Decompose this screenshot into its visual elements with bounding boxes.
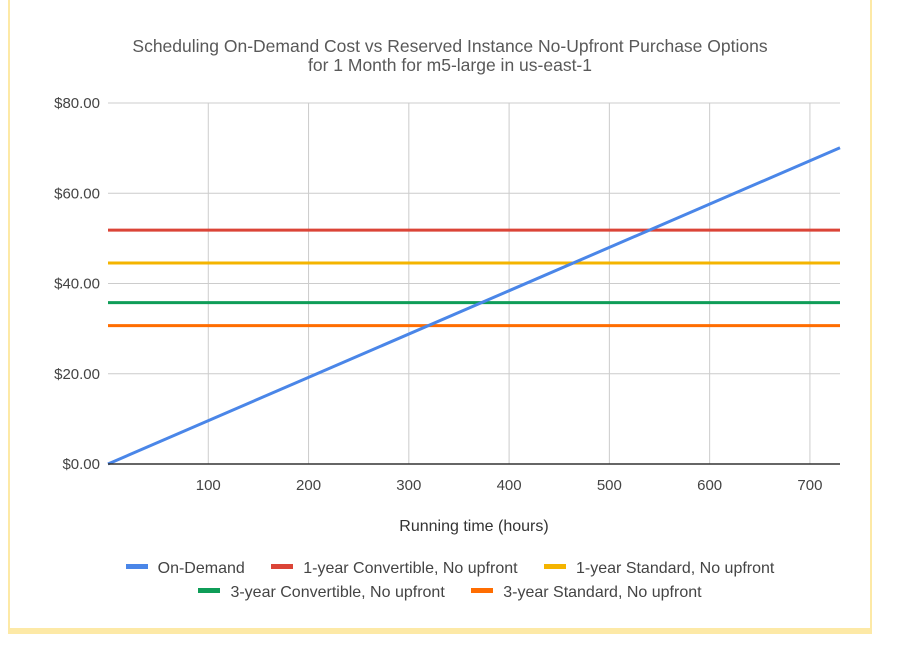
legend-item-3yr-convertible: 3-year Convertible, No upfront xyxy=(198,584,445,602)
legend-swatch xyxy=(471,588,494,594)
legend-swatch xyxy=(198,588,221,594)
legend-label: 3-year Standard, No upfront xyxy=(503,584,702,601)
x-tick-label: 500 xyxy=(597,477,622,494)
legend-row-1: On-Demand 1-year Convertible, No upfront… xyxy=(20,560,880,578)
legend-item-1yr-standard: 1-year Standard, No upfront xyxy=(544,560,774,578)
legend-item-1yr-convertible: 1-year Convertible, No upfront xyxy=(271,560,518,578)
x-tick-label: 700 xyxy=(797,477,822,494)
y-tick-label: $60.00 xyxy=(54,185,100,202)
legend-label: On-Demand xyxy=(157,560,245,577)
legend-swatch xyxy=(125,564,148,570)
legend-item-on-demand: On-Demand xyxy=(125,560,245,578)
x-axis-label: Running time (hours) xyxy=(399,518,549,535)
chart-frame xyxy=(8,0,872,634)
legend-item-3yr-standard: 3-year Standard, No upfront xyxy=(471,584,702,602)
legend-label: 1-year Standard, No upfront xyxy=(576,560,775,577)
y-tick-label: $40.00 xyxy=(54,276,100,293)
x-tick-label: 600 xyxy=(697,477,722,494)
legend-label: 1-year Convertible, No upfront xyxy=(303,560,518,577)
series-line-0 xyxy=(107,146,841,466)
x-tick-label: 300 xyxy=(396,477,421,494)
legend-swatch xyxy=(544,564,567,570)
chart-subtitle: for 1 Month for m5-large in us-east-1 xyxy=(307,55,592,75)
x-tick-label: 200 xyxy=(296,477,321,494)
y-tick-label: $0.00 xyxy=(62,456,100,473)
y-tick-label: $80.00 xyxy=(54,95,100,112)
legend-swatch xyxy=(271,564,294,570)
legend-row-2: 3-year Convertible, No upfront 3-year St… xyxy=(20,584,880,602)
chart-title: Scheduling On-Demand Cost vs Reserved In… xyxy=(132,36,768,56)
x-tick-label: 400 xyxy=(497,477,522,494)
x-tick-label: 100 xyxy=(196,477,221,494)
y-tick-label: $20.00 xyxy=(54,366,100,383)
legend-label: 3-year Convertible, No upfront xyxy=(230,584,445,601)
